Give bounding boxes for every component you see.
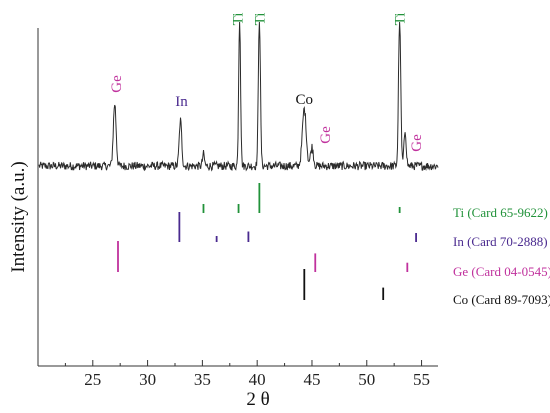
peak-label-ge: Ge — [409, 134, 425, 152]
peak-label-co: Co — [296, 92, 314, 108]
x-tick-label: 45 — [303, 370, 320, 389]
x-axis-title: 2 θ — [246, 389, 269, 410]
x-tick-label: 25 — [84, 370, 101, 389]
peak-labels: Ge In Ti Ti Co Ge Ti Ge — [109, 13, 425, 152]
reference-cards: Ti (Card 65-9622) In (Card 70-2888) Ge (Ca… — [117, 183, 550, 307]
peak-label-in: In — [175, 94, 188, 110]
peak-label-ti: Ti — [230, 13, 246, 26]
peak-label-ge: Ge — [109, 75, 125, 93]
x-axis: 25 30 35 40 45 50 55 — [37, 360, 430, 389]
peak-label-ti: Ti — [252, 13, 268, 26]
x-tick-label: 35 — [194, 370, 211, 389]
peak-label-ge: Ge — [318, 126, 334, 144]
y-axis-title: Intensity (a.u.) — [8, 161, 29, 272]
card-label: Ge (Card 04-0545) — [453, 264, 550, 279]
x-tick-label: 30 — [139, 370, 156, 389]
x-tick-label: 40 — [249, 370, 266, 389]
card-label: Ti (Card 65-9622) — [453, 205, 548, 220]
x-tick-label: 50 — [358, 370, 375, 389]
xrd-pattern — [38, 21, 439, 172]
card-label: Co (Card 89-7093) — [453, 292, 550, 307]
card-label: In (Card 70-2888) — [453, 234, 548, 249]
peak-label-ti: Ti — [393, 13, 409, 26]
x-tick-label: 55 — [413, 370, 430, 389]
plot-frame — [37, 28, 438, 367]
xrd-pattern-line — [38, 21, 439, 172]
